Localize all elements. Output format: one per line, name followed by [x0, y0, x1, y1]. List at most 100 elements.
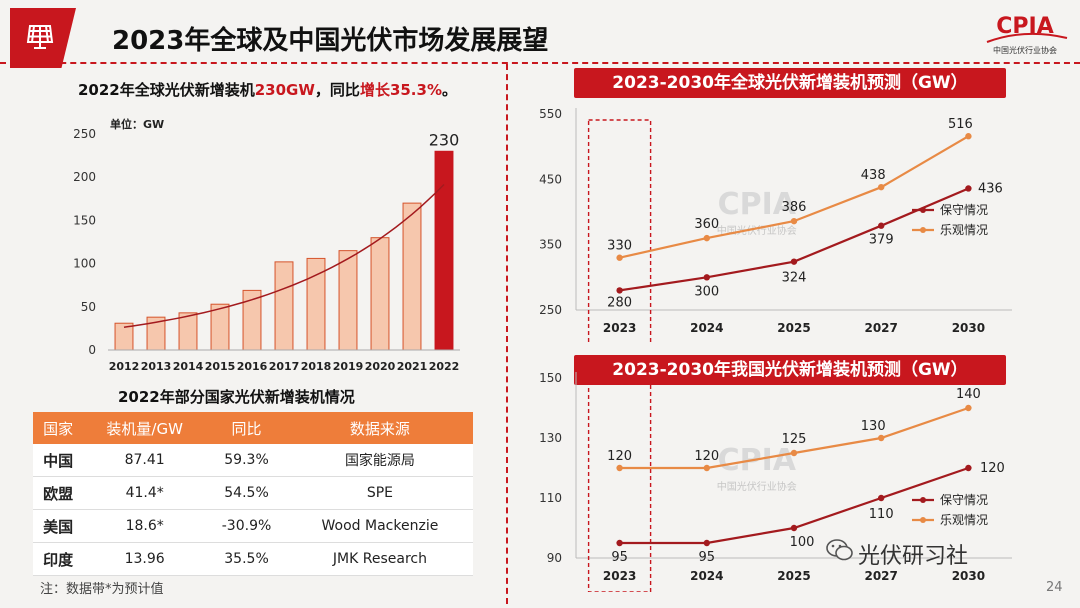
y-tick-label: 100	[73, 257, 96, 271]
x-tick-label: 2024	[690, 321, 723, 335]
bar-2014	[178, 312, 198, 351]
y-tick-label: 90	[547, 551, 562, 565]
data-label: 436	[978, 181, 1003, 196]
data-label: 110	[869, 507, 894, 522]
legend-label: 乐观情况	[940, 513, 988, 527]
global-forecast-line-chart: 250 350 450 550 2023 2024 2025 2027 2030 CPIA 中国光伏…	[539, 107, 1012, 342]
solar-panel-icon	[26, 25, 54, 49]
page-title: 2023年全球及中国光伏市场发展展望	[112, 26, 549, 56]
data-point	[703, 464, 710, 472]
data-point	[965, 404, 972, 412]
data-point	[616, 464, 623, 472]
data-label: 280	[607, 295, 632, 310]
bar-2020	[370, 237, 390, 351]
cell-capacity: 18.6*	[83, 509, 207, 543]
data-label: 324	[782, 271, 807, 286]
header-capacity: 装机量/GW	[83, 412, 207, 444]
bar-2019	[338, 250, 358, 351]
header-source: 数据来源	[286, 412, 473, 444]
unit-label: 单位：GW	[110, 117, 164, 131]
x-tick-label: 2024	[690, 569, 723, 583]
data-point	[616, 539, 623, 547]
cell-country: 中国	[33, 444, 84, 477]
headline-prefix: 2022年全球光伏新增装机	[78, 81, 255, 99]
data-label: 120	[980, 461, 1005, 476]
trendline	[123, 183, 445, 328]
header-yoy: 同比	[206, 412, 287, 444]
x-tick-label: 2016	[237, 360, 268, 373]
cell-yoy: -30.9%	[206, 509, 287, 543]
cpia-watermark-subtext: 中国光伏行业协会	[717, 480, 797, 493]
x-tick-label: 2023	[603, 321, 636, 335]
wechat-account-name: 光伏研习社	[858, 544, 969, 569]
x-tick-label: 2022	[429, 360, 460, 373]
legend-marker	[920, 497, 926, 503]
y-tick-label: 550	[539, 107, 562, 121]
data-label: 100	[790, 535, 815, 550]
table-title: 2022年部分国家光伏新增装机情况	[118, 388, 355, 406]
x-tick-label: 2027	[864, 569, 897, 583]
header-divider	[0, 62, 1080, 64]
data-point	[703, 539, 710, 547]
y-tick-label: 150	[539, 371, 562, 385]
data-point	[790, 524, 798, 532]
data-label: 330	[607, 239, 632, 254]
data-point	[790, 217, 798, 225]
data-point	[965, 185, 972, 192]
header-country: 国家	[33, 412, 84, 444]
cell-source: JMK Research	[286, 542, 473, 576]
data-label: 95	[611, 550, 628, 565]
cell-yoy: 54.5%	[206, 476, 287, 510]
global-annual-bar-chart: 0 50 100 150 200 250 单位：GW 2012 2013 2014 2015 2016…	[73, 117, 460, 373]
cell-capacity: 13.96	[83, 542, 207, 576]
data-point	[965, 464, 972, 472]
data-label: 386	[782, 200, 807, 215]
cpia-watermark: CPIA	[718, 443, 797, 478]
headline-value: 230GW	[254, 81, 315, 99]
cell-country: 欧盟	[33, 476, 84, 510]
headline-middle: ，同比	[314, 81, 360, 99]
bar-2012	[114, 322, 134, 351]
data-point	[790, 449, 798, 457]
cell-source: Wood Mackenzie	[286, 509, 473, 543]
data-point	[703, 234, 710, 242]
highlight-box	[587, 383, 652, 592]
cpia-logo-subtext: 中国光伏行业协会	[993, 45, 1057, 55]
wechat-icon	[826, 539, 853, 561]
headline-suffix: 。	[441, 81, 457, 99]
table-row: 印度 13.96 35.5% JMK Research	[33, 542, 473, 576]
left-headline: 2022年全球光伏新增装机230GW，同比增长35.3%。	[78, 79, 457, 100]
data-label: 379	[869, 233, 894, 248]
legend-marker	[920, 207, 926, 213]
data-label: 360	[694, 217, 719, 232]
x-tick-label: 2025	[777, 569, 810, 583]
x-tick-label: 2017	[269, 360, 300, 373]
x-tick-label: 2019	[333, 360, 364, 373]
y-tick-label: 450	[539, 172, 562, 186]
data-label: 125	[782, 432, 807, 447]
vertical-divider	[506, 64, 508, 604]
cell-capacity: 41.4*	[83, 476, 207, 510]
y-tick-label: 250	[539, 303, 562, 317]
data-label: 95	[699, 550, 716, 565]
data-label: 300	[694, 284, 719, 299]
cpia-watermark: CPIA	[718, 187, 797, 222]
legend-marker	[920, 517, 926, 523]
y-tick-label: 350	[539, 238, 562, 252]
data-label: 120	[694, 449, 719, 464]
y-tick-label: 110	[539, 491, 562, 505]
data-point	[790, 258, 798, 265]
table-row: 美国 18.6* -30.9% Wood Mackenzie	[33, 509, 473, 543]
x-tick-label: 2023	[603, 569, 636, 583]
series-line-conservative	[619, 466, 969, 545]
global-forecast-banner: 2023-2030年全球光伏新增装机预测（GW）	[574, 68, 1006, 98]
legend-label: 保守情况	[940, 493, 988, 507]
legend-label: 保守情况	[940, 203, 988, 217]
table-header-row: 国家 装机量/GW 同比 数据来源	[33, 412, 473, 444]
data-label: 516	[948, 117, 973, 132]
data-point	[878, 494, 885, 502]
bar-2022	[434, 150, 454, 351]
data-point	[965, 133, 972, 140]
cell-yoy: 59.3%	[206, 444, 287, 477]
legend-marker	[920, 227, 926, 233]
